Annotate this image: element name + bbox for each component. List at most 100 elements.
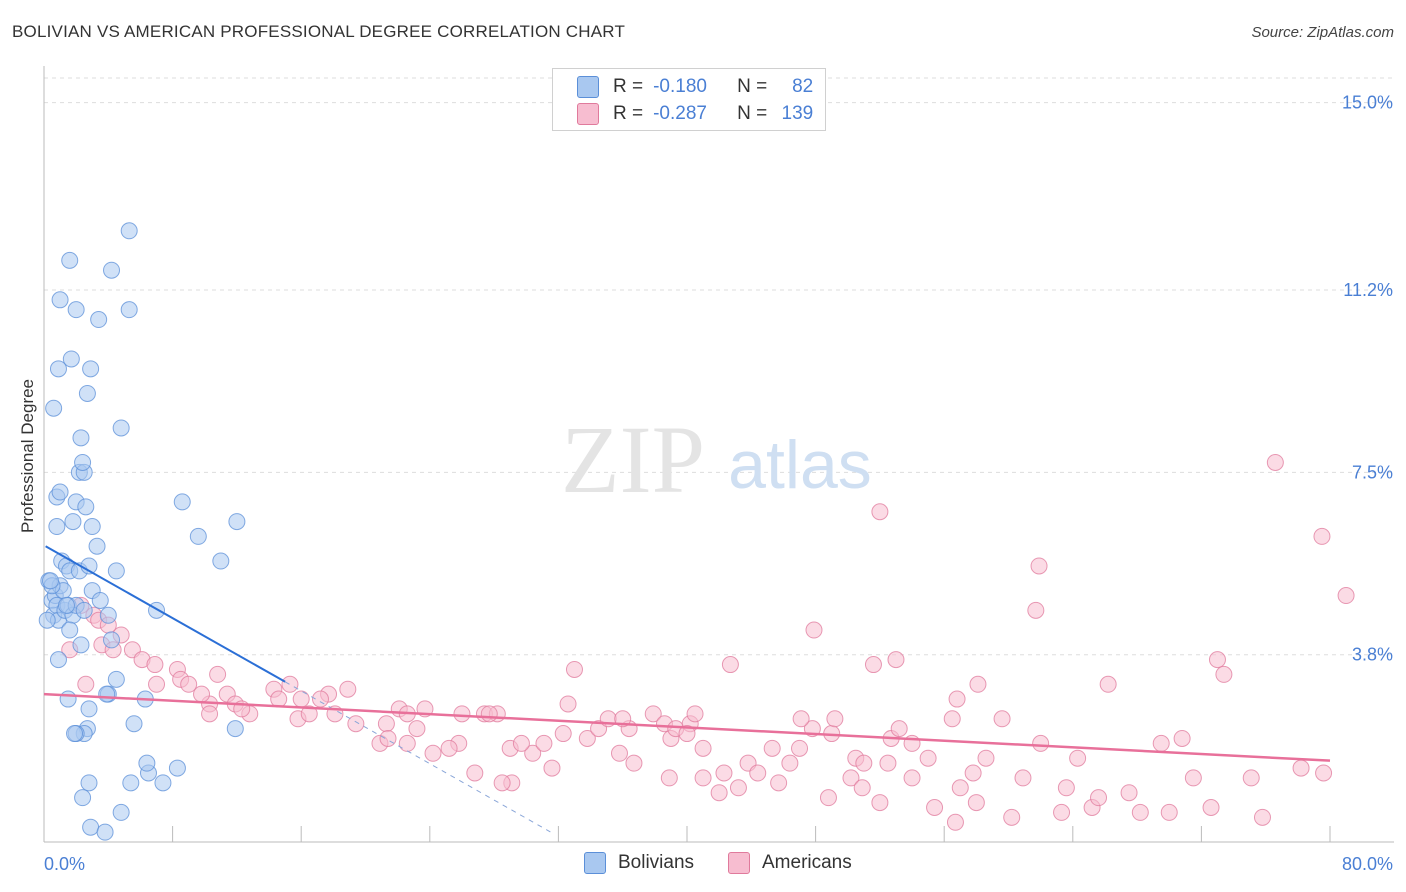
americans-point [1202,798,1220,816]
bolivians-point [75,601,93,619]
bolivians-point [154,774,172,792]
bolivians-point [78,384,96,402]
americans-point [578,729,596,747]
americans-point [871,503,889,521]
americans-point [559,695,577,713]
americans-point [347,715,365,733]
americans-point [1242,769,1260,787]
tick-labels: 3.8% 7.5% 11.2% 15.0% 0.0% 80.0% [44,93,1393,874]
americans-point [660,769,678,787]
legend-n-label: N = [737,76,768,97]
bolivians-point [112,419,130,437]
americans-point [826,710,844,728]
americans-point [1253,808,1271,826]
americans-point [1215,665,1233,683]
bolivians-point [107,670,125,688]
americans-point [480,705,498,723]
bolivians-point [98,685,116,703]
americans-point [281,675,299,693]
americans-point [781,754,799,772]
americans-point [1292,759,1310,777]
bolivians-point [72,636,90,654]
bolivians-point [51,291,69,309]
americans-point [408,720,426,738]
bolivians-point [90,311,108,329]
americans-point [729,779,747,797]
americans-point [919,749,937,767]
americans-point [453,705,471,723]
bottom-legend-label-bolivians: Bolivians [618,852,695,873]
bolivians-points [38,222,246,841]
americans-point [311,690,329,708]
americans-point [565,660,583,678]
legend: R = -0.180 N = 82 R = -0.287 N = 139 [552,68,826,131]
americans-point [398,734,416,752]
bolivians-point [72,429,90,447]
bolivians-point [91,591,109,609]
americans-point [300,705,318,723]
y-tick-label: 3.8% [1352,645,1393,665]
americans-point [625,754,643,772]
trend-lines [43,545,1331,833]
americans-point [871,794,889,812]
americans-point [644,705,662,723]
bolivians-trend-extension [284,681,551,833]
americans-point [201,705,219,723]
bolivians-point [173,493,191,511]
americans-points [61,453,1355,831]
bolivians-point [62,350,80,368]
americans-point [763,739,781,757]
bolivians-point [83,518,101,536]
americans-point [791,739,809,757]
americans-point [1099,675,1117,693]
legend-n-label: N = [737,103,768,124]
bolivians-point [80,700,98,718]
americans-point [1160,803,1178,821]
bolivians-point [74,789,92,807]
americans-point [1152,734,1170,752]
bolivians-point [67,301,85,319]
americans-point [964,764,982,782]
americans-point [193,685,211,703]
bolivians-point [59,690,77,708]
americans-point [146,656,164,674]
bolivians-point [82,360,100,378]
americans-point [292,690,310,708]
americans-point [1313,527,1331,545]
americans-point [686,705,704,723]
bottom-legend-americans: Americans [728,852,852,874]
americans-point [855,754,873,772]
americans-point [1131,803,1149,821]
legend-r-label: R = [613,76,644,97]
americans-point [466,764,484,782]
americans-point [792,710,810,728]
legend-r-value: -0.180 [653,76,707,97]
legend-r-label: R = [613,103,644,124]
americans-point [977,749,995,767]
chart-title: BOLIVIAN VS AMERICAN PROFESSIONAL DEGREE… [12,22,626,41]
americans-point [710,784,728,802]
americans-point [1003,808,1021,826]
bolivians-point [112,803,130,821]
americans-point [943,710,961,728]
source-credit: Source: ZipAtlas.com [1251,24,1394,41]
americans-point [694,769,712,787]
americans-point [879,754,897,772]
bottom-legend-swatch-americans [728,852,750,874]
americans-point [1120,784,1138,802]
y-tick-label: 15.0% [1342,93,1393,113]
americans-point [543,759,561,777]
bolivians-point [226,720,244,738]
watermark: ZIP atlas [561,406,872,513]
bolivians-point [120,301,138,319]
bottom-legend-label-americans: Americans [762,852,852,873]
bolivians-point [61,621,79,639]
bottom-legend-bolivians: Bolivians [584,852,694,874]
legend-n-value: 82 [792,76,814,97]
y-tick-label: 11.2% [1343,280,1393,300]
americans-point [209,665,227,683]
x-tick-label-min: 0.0% [44,854,85,874]
bolivians-point [77,498,95,516]
legend-r-value: -0.287 [653,103,707,124]
americans-point [1014,769,1032,787]
